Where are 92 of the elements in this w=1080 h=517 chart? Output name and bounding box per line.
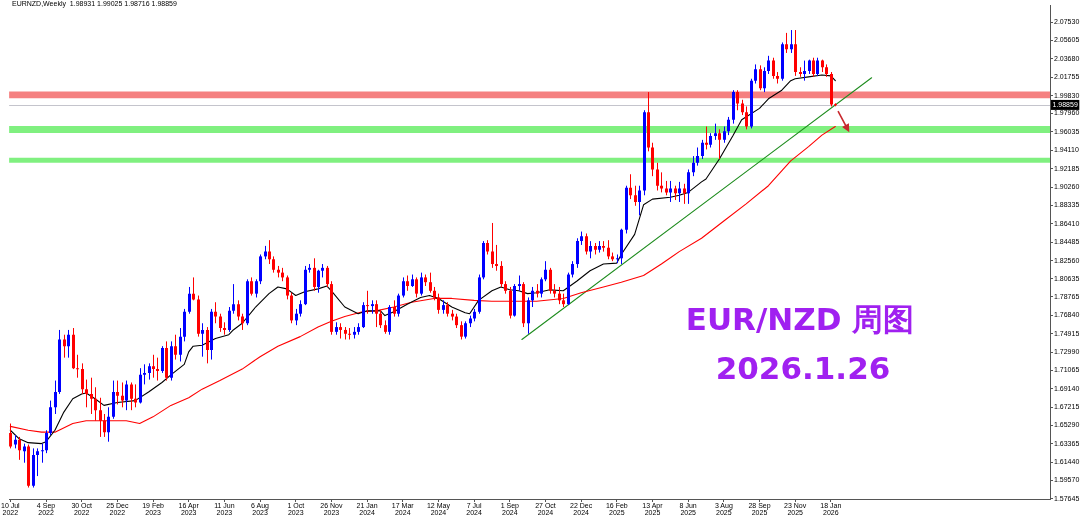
candlestick [759,64,762,91]
candlestick [152,354,155,379]
candlestick [250,276,253,297]
candlestick [812,57,815,78]
candlestick [90,377,93,415]
candlestick [754,63,757,85]
candlestick [816,57,819,77]
candlestick [18,436,21,461]
candlestick [237,299,240,321]
candlestick [531,286,534,308]
candlestick [585,232,588,255]
candlestick [63,334,66,359]
candlestick [790,29,793,54]
candlestick [174,334,177,361]
candlestick [143,363,146,385]
candlestick [81,362,84,395]
candlestick [785,32,788,54]
annotation: EUR/NZD 周图 [685,301,915,337]
candlestick [107,406,110,443]
annotation: 2026.1.26 [715,350,891,386]
candlestick [206,326,209,364]
candlestick [660,171,663,193]
candlestick [268,239,271,265]
candlestick [727,116,730,136]
candlestick [125,380,128,411]
candlestick [736,89,739,111]
candlestick [803,60,806,82]
candlestick [179,327,182,362]
candlestick [45,429,48,454]
candlestick [214,301,217,324]
candlestick [156,357,159,382]
candlestick [76,354,79,379]
candlestick [362,301,365,329]
candlestick [705,126,708,150]
candlestick [85,379,88,408]
candlestick [41,443,44,464]
candlestick [36,447,39,477]
candlestick [232,283,235,315]
candlestick [326,265,329,288]
candlestick [67,329,70,359]
candlestick [219,313,222,333]
candlestick [94,386,97,422]
candlestick [23,443,26,464]
candlestick [701,139,704,160]
candlestick [161,345,164,374]
candlestick [54,380,57,415]
candlestick [134,383,137,408]
candlestick [121,381,124,408]
candlestick [130,381,133,411]
candlestick [317,269,320,294]
candlestick [629,173,632,200]
candlestick [420,272,423,297]
candlestick [228,306,231,333]
candlestick [313,257,316,292]
candlestick [375,299,378,328]
candlestick [437,293,440,315]
candlestick [371,299,374,315]
candlestick [638,185,641,216]
candlestick [696,147,699,167]
candlestick [286,275,289,300]
candlestick [495,244,498,272]
candlestick [415,276,418,298]
candlestick [772,57,775,80]
candlestick [634,185,637,207]
candlestick [607,239,610,260]
candlestick [651,142,654,177]
candlestick [201,322,204,358]
candlestick [692,155,695,177]
candlestick [188,286,191,315]
candlestick [763,66,766,93]
candlestick [223,321,226,336]
candlestick [116,380,119,405]
candlestick [656,162,659,191]
candlestick [527,296,530,335]
candlestick [460,320,463,340]
candlestick [745,105,748,130]
candlestick [429,272,432,294]
candlestick [255,278,258,298]
candlestick [767,55,770,75]
candlestick [576,237,579,269]
candlestick [549,267,552,295]
candlestick [540,276,543,298]
candlestick [687,168,690,205]
candlestick [718,128,721,160]
candlestick [544,260,547,282]
candlestick [379,309,382,329]
candlestick [491,222,494,269]
candlestick [500,260,503,288]
candlestick [402,276,405,298]
candlestick [397,293,400,318]
candlestick [348,327,351,340]
candlestick [366,290,369,315]
